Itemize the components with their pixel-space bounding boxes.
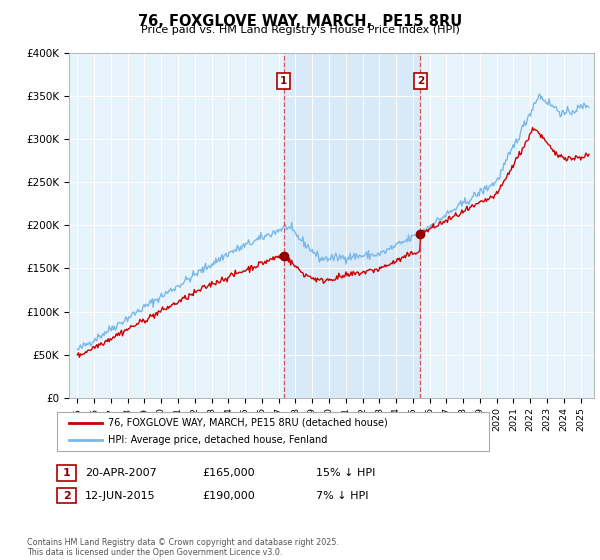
Text: 76, FOXGLOVE WAY, MARCH, PE15 8RU (detached house): 76, FOXGLOVE WAY, MARCH, PE15 8RU (detac… (108, 418, 388, 428)
Text: Contains HM Land Registry data © Crown copyright and database right 2025.
This d: Contains HM Land Registry data © Crown c… (27, 538, 339, 557)
Text: Price paid vs. HM Land Registry's House Price Index (HPI): Price paid vs. HM Land Registry's House … (140, 25, 460, 35)
Text: HPI: Average price, detached house, Fenland: HPI: Average price, detached house, Fenl… (108, 435, 328, 445)
Text: 2: 2 (63, 491, 70, 501)
Text: 12-JUN-2015: 12-JUN-2015 (85, 491, 156, 501)
Text: 15% ↓ HPI: 15% ↓ HPI (316, 468, 376, 478)
Text: 76, FOXGLOVE WAY, MARCH,  PE15 8RU: 76, FOXGLOVE WAY, MARCH, PE15 8RU (138, 14, 462, 29)
Text: £190,000: £190,000 (202, 491, 255, 501)
Text: 1: 1 (280, 76, 287, 86)
Text: 7% ↓ HPI: 7% ↓ HPI (316, 491, 368, 501)
Text: 20-APR-2007: 20-APR-2007 (85, 468, 157, 478)
Text: £165,000: £165,000 (202, 468, 255, 478)
Bar (284, 53, 421, 398)
Text: 1: 1 (63, 468, 70, 478)
Text: 2: 2 (417, 76, 424, 86)
